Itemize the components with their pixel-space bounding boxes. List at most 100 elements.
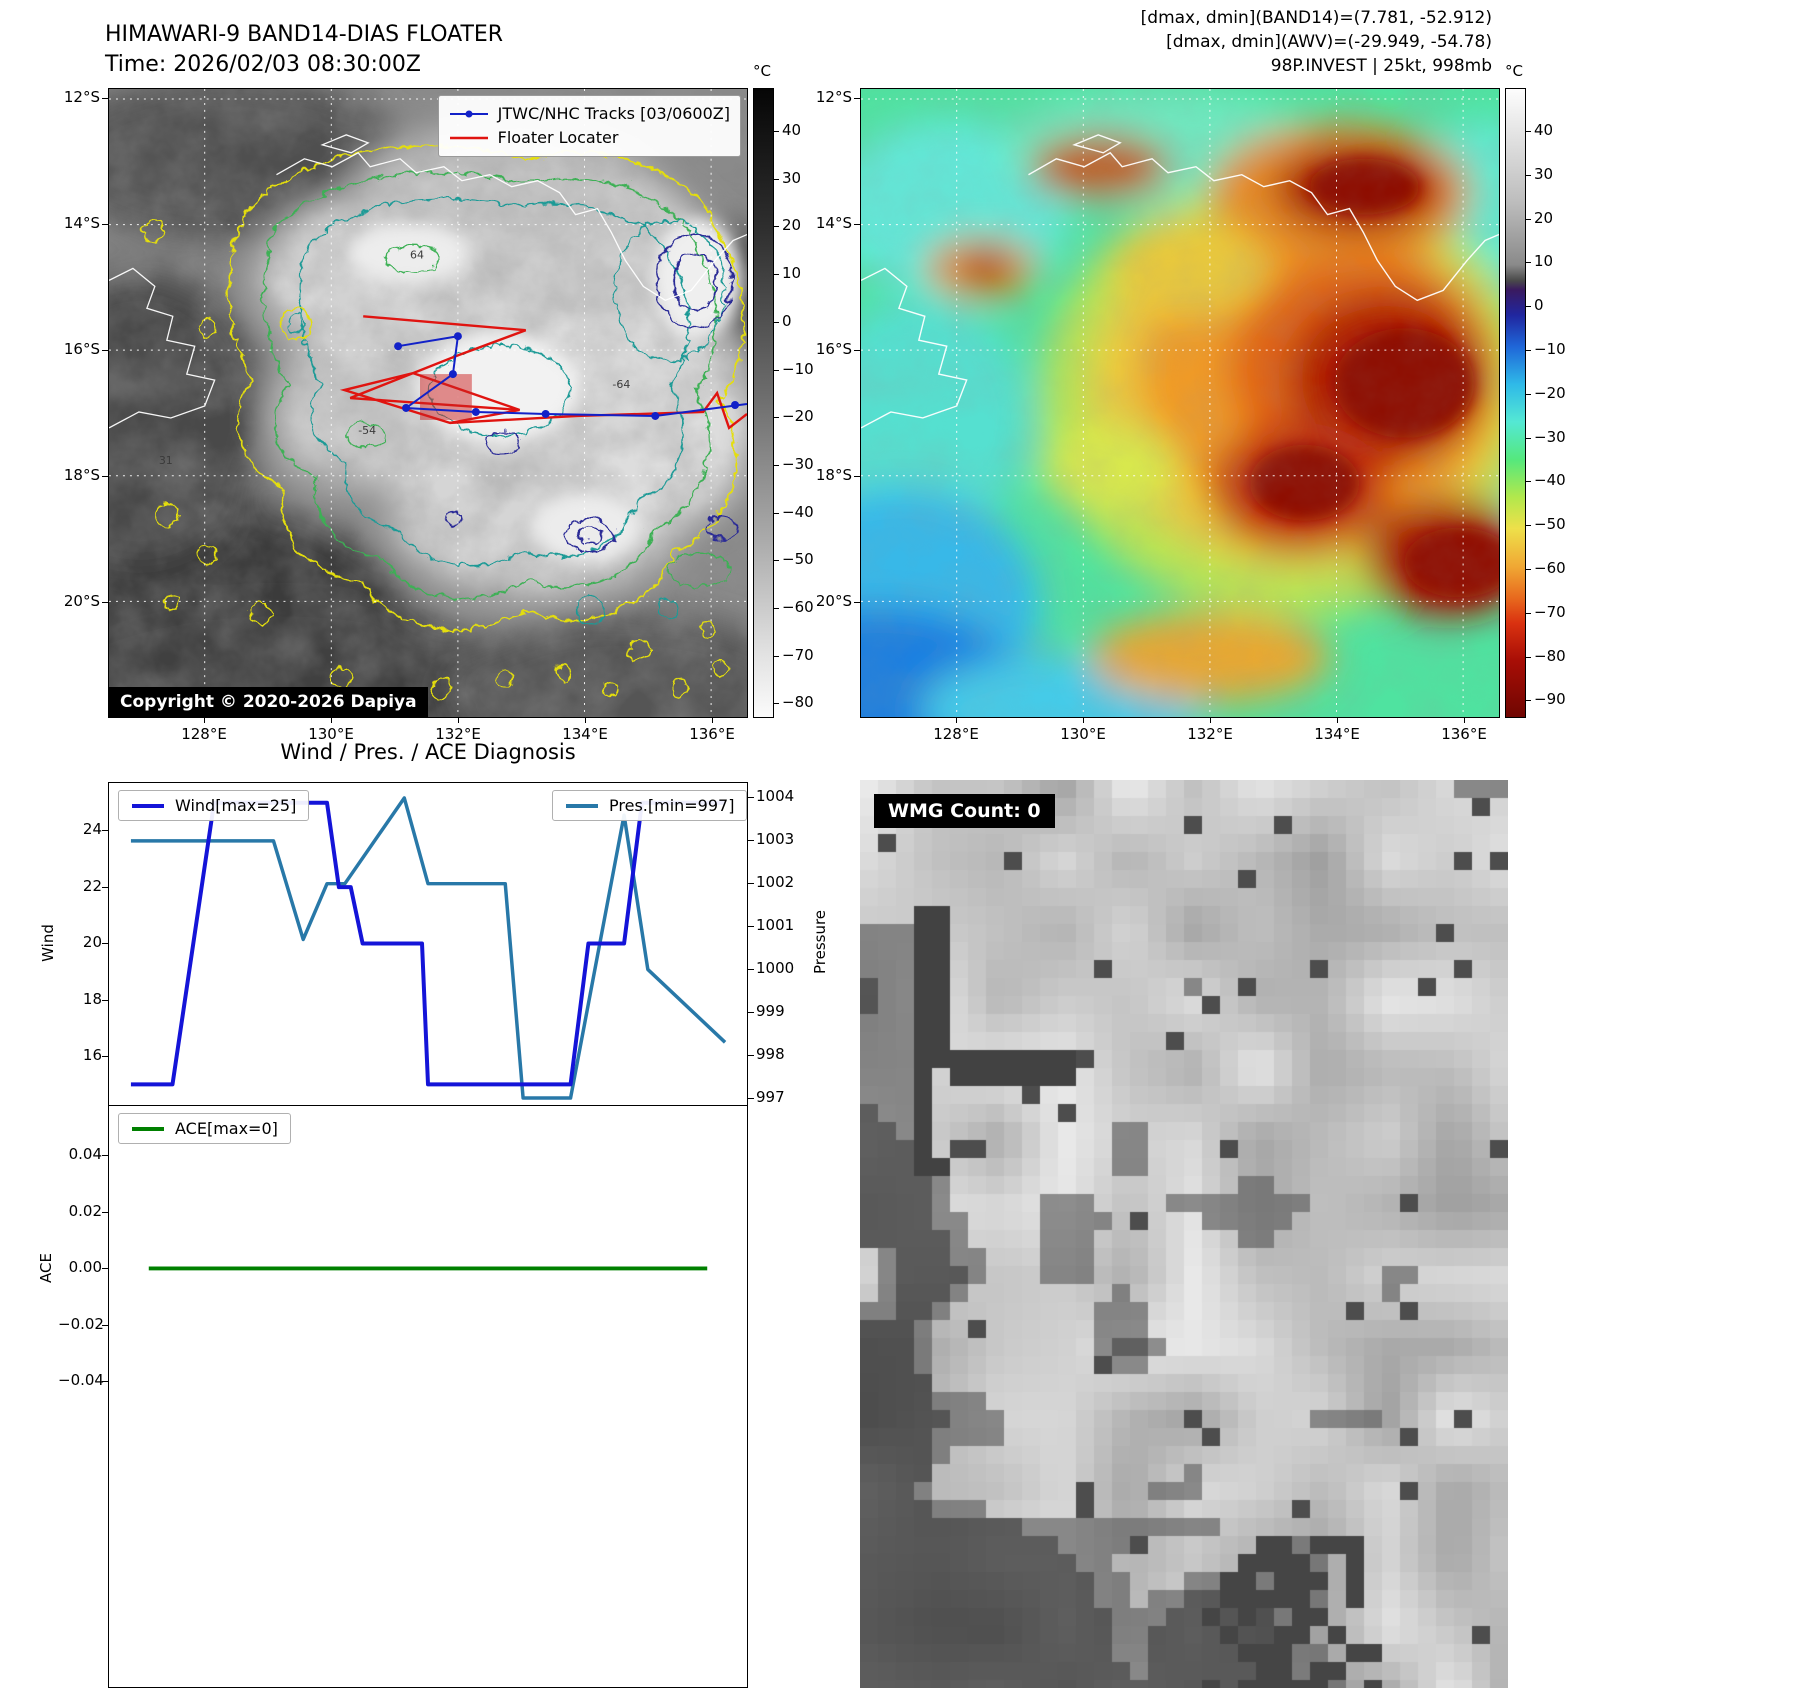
tick-mark [748,1055,754,1056]
tick-mark [774,464,779,466]
tick-mark [748,840,754,841]
tick-mark [458,718,459,723]
ace-tick: −0.04 [58,1371,104,1389]
wind-tick: 18 [82,989,102,1008]
band14-colorbar [753,88,774,718]
colorbar-tick: −30 [782,454,814,473]
map-y-tick: 18°S [63,466,100,484]
map-y-tick: 16°S [63,340,100,358]
colorbar-tick: −70 [782,645,814,664]
tick-mark [774,131,779,132]
colorbar-tick: −90 [1534,690,1566,709]
band14-title: HIMAWARI-9 BAND14-DIAS FLOATER [105,22,504,47]
pressure-tick: 1004 [756,787,795,805]
wind-legend-label: Wind[max=25] [175,796,297,815]
tick-mark [748,797,754,798]
band14-satellite-image: 64 -54 31 -64 [109,89,747,717]
tick-mark [102,1381,108,1382]
tick-mark [748,969,754,970]
awv-colorbar [1505,88,1526,718]
tick-mark [956,718,957,723]
colorbar-tick: −30 [1534,427,1566,446]
tick-mark [712,718,713,723]
wind-tick: 20 [82,933,102,951]
ace-axis-label: ACE [37,1253,55,1283]
ace-tick: 0.00 [68,1258,102,1276]
ace-tick: 0.02 [68,1201,102,1220]
pressure-tick: 1000 [756,959,795,977]
colorbar-tick: −10 [782,359,814,378]
tick-mark [102,1056,108,1057]
pressure-tick: 1001 [756,916,795,934]
map-x-tick: 132°E [435,725,481,743]
tick-mark [1526,131,1531,132]
grid-lines [109,89,747,717]
colorbar-tick: 30 [1534,164,1554,183]
awv-header-dmax-awv: [dmax, dmin](AWV)=(-29.949, -54.78) [1166,32,1492,52]
copyright-label: Copyright © 2020-2026 Dapiya [109,687,428,717]
ace-tick: 0.04 [68,1145,102,1163]
map-y-tick: 18°S [815,466,852,484]
jtwc-track-line [394,332,747,420]
tick-mark [748,883,754,884]
tick-mark [102,830,108,831]
tick-mark [774,703,779,705]
tick-mark [854,350,860,351]
band14-time: Time: 2026/02/03 08:30:00Z [105,52,421,77]
map-x-tick: 130°E [308,725,354,743]
colorbar-tick: −70 [1534,602,1566,621]
colorbar-tick: 40 [782,121,802,139]
colorbar-tick: 40 [1534,121,1554,139]
wind-axis-label: Wind [39,924,57,962]
tick-mark [102,98,108,99]
wmg-count-label: WMG Count: 0 [874,794,1055,828]
tick-mark [1526,262,1531,264]
pressure-line-sample [566,803,598,808]
tick-mark [854,224,860,225]
tick-mark [1526,218,1531,220]
map-x-tick: 136°E [689,725,735,743]
awv-header-dmax-band14: [dmax, dmin](BAND14)=(7.781, -52.912) [1140,8,1492,28]
colorbar-tick: 10 [1534,252,1554,271]
tick-mark [102,350,108,351]
tick-mark [748,1098,754,1099]
track-line-sample [449,110,488,118]
tick-mark [1526,525,1531,527]
tick-mark [1526,393,1531,395]
colorbar-tick: −60 [1534,559,1566,577]
band14-legend: JTWC/NHC Tracks [03/0600Z] Floater Locat… [437,95,741,157]
coastline [109,134,747,429]
tick-mark [1526,656,1531,658]
map-y-tick: 20°S [63,592,100,610]
legend-floater-label: Floater Locater [497,128,619,147]
colorbar-tick: −50 [1534,515,1566,534]
wind-line-sample [132,803,164,808]
tick-mark [854,476,860,477]
tick-mark [1526,350,1531,351]
wind-tick: 24 [82,820,102,838]
wind-legend: Wind[max=25] [118,790,310,821]
tick-mark [854,602,860,603]
map-x-tick: 132°E [1187,725,1233,743]
tick-mark [102,943,108,944]
tick-mark [585,718,586,723]
tick-mark [1337,718,1338,723]
colorbar-tick: −20 [782,407,814,426]
tick-mark [774,369,779,371]
wmg-panel: WMG Count: 0 [860,780,1508,1688]
tick-mark [774,512,779,514]
floater-locater-lines [339,315,747,430]
diagnosis-title: Wind / Pres. / ACE Diagnosis [280,740,576,764]
map-y-tick: 20°S [815,592,852,610]
wind-pressure-chart [108,782,748,1106]
wind-tick: 22 [82,876,102,895]
tick-mark [102,602,108,603]
colorbar-tick: −80 [782,693,814,712]
tick-mark [102,999,108,1001]
coastline [861,134,1499,429]
contour-label: -64 [612,378,630,391]
tick-mark [1210,718,1211,723]
tick-mark [774,274,779,276]
tick-mark [1083,718,1084,723]
